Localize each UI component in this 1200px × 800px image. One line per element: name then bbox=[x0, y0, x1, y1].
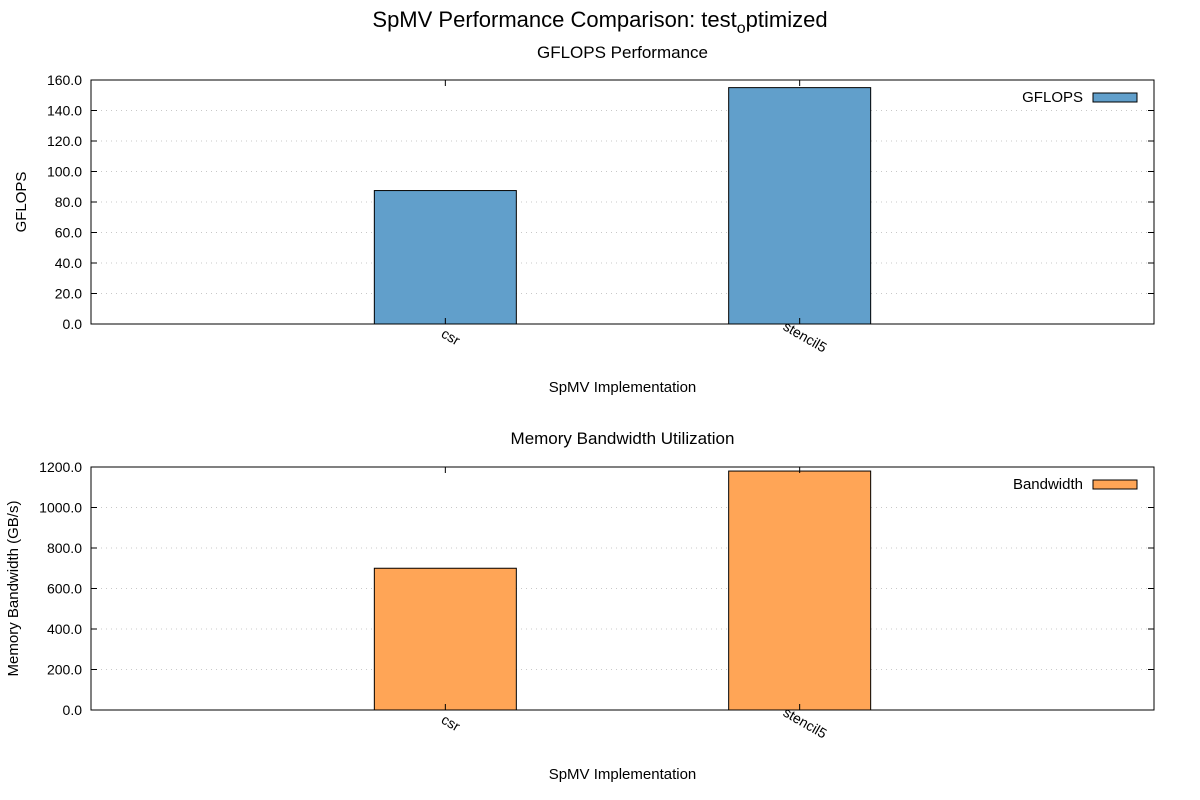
main-title: SpMV Performance Comparison: testoptimiz… bbox=[372, 7, 827, 37]
legend-swatch bbox=[1092, 92, 1138, 103]
y-tick-label: 140.0 bbox=[47, 103, 82, 119]
y-tick-label: 200.0 bbox=[47, 662, 82, 678]
y-tick-label: 120.0 bbox=[47, 133, 82, 149]
chart-title: Memory Bandwidth Utilization bbox=[511, 429, 735, 448]
main-title-subscript: o bbox=[737, 20, 746, 37]
y-tick-label: 0.0 bbox=[63, 316, 83, 332]
y-tick-label: 1200.0 bbox=[39, 459, 82, 475]
y-tick-label: 160.0 bbox=[47, 72, 82, 88]
x-axis-label: SpMV Implementation bbox=[549, 379, 697, 396]
y-axis-label: GFLOPS bbox=[13, 172, 30, 233]
y-tick-label: 0.0 bbox=[63, 702, 83, 718]
legend-label: Bandwidth bbox=[1013, 476, 1083, 493]
bar-stencil5 bbox=[728, 470, 872, 711]
main-title-rest: ptimized bbox=[746, 7, 828, 32]
bandwidth-panel: Memory Bandwidth Utilization 0.0 200.0 400.… bbox=[5, 429, 1155, 783]
y-tick-label: 40.0 bbox=[55, 255, 82, 271]
y-tick-label: 100.0 bbox=[47, 164, 82, 180]
y-tick-label: 80.0 bbox=[55, 194, 82, 210]
y-tick-label: 800.0 bbox=[47, 540, 82, 556]
main-title-text: SpMV Performance Comparison: test bbox=[372, 7, 736, 32]
y-tick-label: 1000.0 bbox=[39, 500, 82, 516]
y-tick-label: 60.0 bbox=[55, 225, 82, 241]
gflops-panel: GFLOPS Performance 0.0 20.0 40.0 60.0 80.0 100… bbox=[13, 43, 1155, 396]
x-tick-label: csr bbox=[439, 711, 463, 734]
y-tick-label: 400.0 bbox=[47, 621, 82, 637]
legend-swatch bbox=[1092, 479, 1138, 490]
x-axis-label: SpMV Implementation bbox=[549, 766, 697, 783]
y-tick-label: 600.0 bbox=[47, 581, 82, 597]
y-tick-label: 20.0 bbox=[55, 286, 82, 302]
y-axis-label: Memory Bandwidth (GB/s) bbox=[5, 501, 22, 677]
legend-label: GFLOPS bbox=[1022, 89, 1083, 106]
bar-stencil5 bbox=[728, 87, 872, 325]
bar-csr bbox=[373, 190, 517, 325]
bar-csr bbox=[373, 567, 517, 711]
plot-frame bbox=[90, 79, 1155, 325]
plot-frame bbox=[90, 466, 1155, 711]
x-tick-label: csr bbox=[439, 325, 463, 348]
chart-title: GFLOPS Performance bbox=[537, 43, 708, 62]
